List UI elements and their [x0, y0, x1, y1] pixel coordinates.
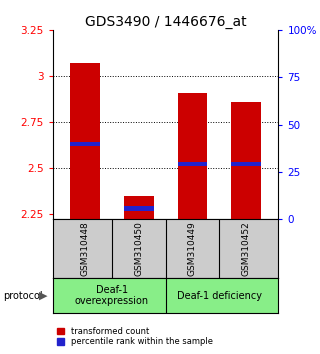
Text: Deaf-1
overexpression: Deaf-1 overexpression [75, 285, 149, 307]
Text: GSM310450: GSM310450 [134, 221, 143, 276]
Text: GSM310448: GSM310448 [81, 221, 90, 276]
Text: protocol: protocol [3, 291, 43, 301]
Bar [231, 102, 261, 219]
Bar [178, 162, 207, 166]
Title: GDS3490 / 1446676_at: GDS3490 / 1446676_at [85, 15, 246, 29]
Text: ▶: ▶ [39, 291, 47, 301]
Bar [124, 206, 154, 211]
Text: GSM310452: GSM310452 [242, 221, 251, 276]
Text: GSM310449: GSM310449 [188, 221, 197, 276]
Bar [70, 63, 100, 219]
Bar [178, 93, 207, 219]
Bar [231, 162, 261, 166]
Text: Deaf-1 deficiency: Deaf-1 deficiency [177, 291, 262, 301]
Bar [124, 195, 154, 219]
Bar [70, 142, 100, 146]
Legend: transformed count, percentile rank within the sample: transformed count, percentile rank withi… [57, 327, 213, 346]
